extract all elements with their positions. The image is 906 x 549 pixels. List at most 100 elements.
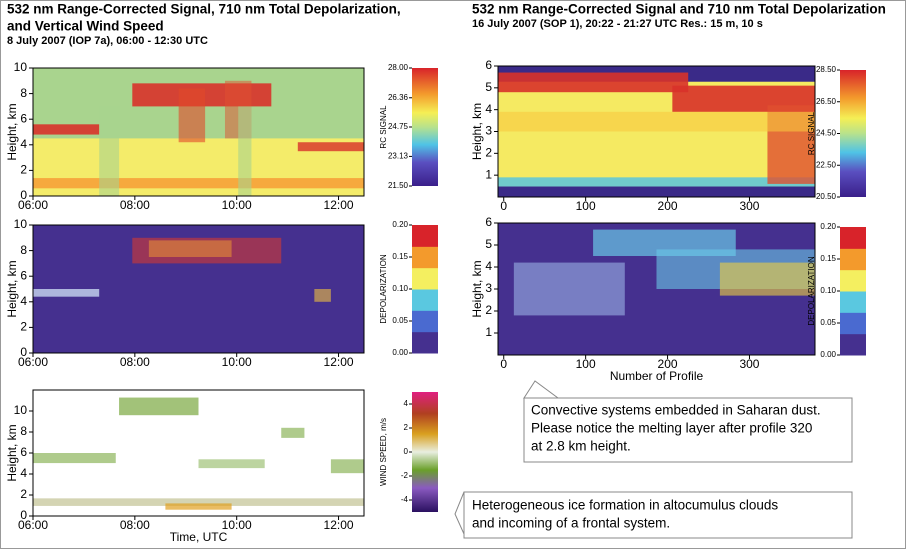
heatmap-region xyxy=(498,186,815,197)
callout-pointer xyxy=(523,380,560,399)
colorbar-tick-label: 0.00 xyxy=(392,348,408,357)
x-tick-label: 12:00 xyxy=(324,518,354,532)
x-tick-label: 300 xyxy=(739,357,759,371)
colorbar-tick-label: 0.05 xyxy=(392,316,408,325)
heatmap-region xyxy=(719,262,815,296)
y-tick-label: 10 xyxy=(14,403,28,417)
colorbar-tick-label: 0.10 xyxy=(392,284,408,293)
colorbar-segment xyxy=(412,331,438,354)
y-tick-label: 5 xyxy=(485,237,492,251)
y-axis-label: Height, km xyxy=(470,260,484,317)
colorbar-tick-label: 26.50 xyxy=(816,97,837,106)
y-tick-label: 2 xyxy=(20,487,27,501)
heatmap xyxy=(33,390,364,516)
plot-frame xyxy=(32,67,365,197)
y-tick-label: 3 xyxy=(485,124,492,138)
colorbar-segment xyxy=(840,269,866,292)
colorbar: -4 -2 0 2 4 WIND SPEED, m/s xyxy=(379,392,438,512)
x-tick-label: 0 xyxy=(500,357,507,371)
colorbar-segment xyxy=(412,289,438,311)
heatmap-region xyxy=(238,106,252,196)
callout-box xyxy=(463,491,853,539)
colorbar-label: DEPOLARIZATION xyxy=(379,254,388,323)
chart-title: 532 nm Range-Corrected Signal and 710 nm… xyxy=(472,2,886,17)
heatmap-region xyxy=(33,124,100,135)
y-tick-label: 2 xyxy=(485,303,492,317)
x-tick-label: 08:00 xyxy=(120,355,150,369)
y-tick-label: 6 xyxy=(485,215,492,229)
heatmap-region xyxy=(297,142,364,152)
colorbar-segment xyxy=(840,333,866,356)
chart-title: and Vertical Wind Speed xyxy=(7,19,164,34)
colorbar-tick-label: 0.20 xyxy=(392,220,408,229)
y-tick-label: 10 xyxy=(14,217,28,231)
x-tick-label: 100 xyxy=(576,357,596,371)
colorbar-tick-label: 4 xyxy=(404,399,409,408)
y-tick-label: 6 xyxy=(20,111,27,125)
callout-text: and incoming of a frontal system. xyxy=(472,516,670,531)
colorbar-tick-label: 0 xyxy=(404,447,409,456)
y-axis-label: Height, km xyxy=(5,103,19,160)
x-tick-label: 12:00 xyxy=(324,355,354,369)
plot-frame xyxy=(32,224,365,354)
colorbar-segment xyxy=(412,225,438,247)
x-tick-label: 10:00 xyxy=(222,518,252,532)
chart-subtitle: 16 July 2007 (SOP 1), 20:22 - 21:27 UTC … xyxy=(472,18,763,30)
heatmap-region xyxy=(513,262,625,316)
colorbar-tick-label: -4 xyxy=(401,495,409,504)
y-tick-label: 2 xyxy=(20,320,27,334)
colorbar-segment xyxy=(840,227,866,249)
y-tick-label: 3 xyxy=(485,281,492,295)
heatmap-region xyxy=(119,397,199,416)
colorbar-tick-label: 0.15 xyxy=(820,254,836,263)
colorbar-tick-label: 26.36 xyxy=(388,93,409,102)
colorbar-tick-label: -2 xyxy=(401,471,409,480)
heatmap xyxy=(33,68,364,196)
colorbar-tick-label: 0.10 xyxy=(820,286,836,295)
colorbar-label: DEPOLARIZATION xyxy=(807,256,816,325)
y-tick-label: 4 xyxy=(485,259,492,273)
y-tick-label: 2 xyxy=(485,146,492,160)
colorbar-label: WIND SPEED, m/s xyxy=(379,418,388,486)
callout-text: at 2.8 km height. xyxy=(531,439,631,454)
colorbar-fill xyxy=(840,70,866,197)
heatmap xyxy=(33,225,364,353)
y-tick-label: 6 xyxy=(485,58,492,72)
colorbar-tick-label: 0.20 xyxy=(820,222,836,231)
y-tick-label: 2 xyxy=(20,163,27,177)
heatmap xyxy=(498,66,815,197)
colorbar-tick-label: 22.50 xyxy=(816,160,837,169)
x-tick-label: 12:00 xyxy=(324,198,354,212)
y-tick-label: 0 xyxy=(20,188,27,202)
x-tick-label: 100 xyxy=(576,199,596,213)
x-tick-label: 08:00 xyxy=(120,518,150,532)
colorbar-tick-label: 2 xyxy=(404,423,409,432)
colorbar-segment xyxy=(840,291,866,313)
colorbar-tick-label: 20.50 xyxy=(816,192,837,201)
y-tick-label: 4 xyxy=(485,102,492,116)
x-tick-label: 0 xyxy=(500,199,507,213)
x-tick-label: 10:00 xyxy=(222,198,252,212)
y-tick-label: 5 xyxy=(485,80,492,94)
x-tick-label: 06:00 xyxy=(18,355,48,369)
y-axis-label: Height, km xyxy=(5,260,19,317)
heatmap-region xyxy=(178,88,206,143)
y-tick-label: 8 xyxy=(20,86,27,100)
y-tick-label: 4 xyxy=(20,466,27,480)
y-tick-label: 6 xyxy=(20,268,27,282)
y-tick-label: 4 xyxy=(20,137,27,151)
colorbar-segment xyxy=(412,310,438,333)
colorbar: 0.00 0.05 0.10 0.15 0.20 DEPOLARIZATION xyxy=(379,220,438,357)
heatmap-region xyxy=(330,459,364,474)
heatmap-region xyxy=(498,72,689,93)
x-tick-label: 200 xyxy=(658,199,678,213)
colorbar-tick-label: 0.00 xyxy=(820,350,836,359)
x-tick-label: 10:00 xyxy=(222,355,252,369)
x-tick-label: 300 xyxy=(739,199,759,213)
y-axis-label: Height, km xyxy=(5,424,19,481)
colorbar-tick-label: 24.50 xyxy=(816,129,837,138)
heatmap-region xyxy=(33,498,364,506)
y-tick-label: 0 xyxy=(20,345,27,359)
x-tick-label: 06:00 xyxy=(18,198,48,212)
colorbar: 20.50 22.50 24.50 26.50 28.50 RC SIGNAL xyxy=(807,65,866,201)
